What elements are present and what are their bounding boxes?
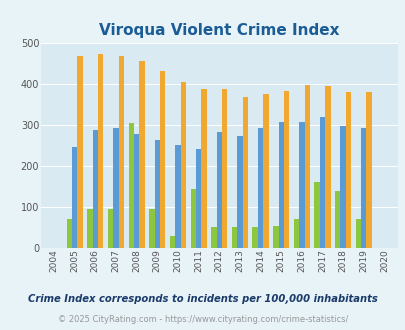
Title: Viroqua Violent Crime Index: Viroqua Violent Crime Index [99, 22, 339, 38]
Bar [298, 122, 304, 248]
Bar [340, 125, 345, 248]
Bar [345, 92, 350, 248]
Bar [139, 61, 144, 248]
Bar [118, 56, 124, 248]
Bar [319, 117, 324, 248]
Bar [273, 226, 278, 248]
Bar [180, 82, 185, 248]
Bar [313, 182, 319, 248]
Bar [149, 209, 154, 248]
Text: Crime Index corresponds to incidents per 100,000 inhabitants: Crime Index corresponds to incidents per… [28, 294, 377, 304]
Bar [190, 189, 196, 248]
Bar [211, 227, 216, 248]
Bar [196, 149, 201, 248]
Bar [98, 53, 103, 248]
Bar [283, 91, 288, 248]
Bar [262, 94, 268, 248]
Bar [222, 89, 227, 248]
Bar [201, 89, 206, 248]
Bar [160, 71, 165, 248]
Text: © 2025 CityRating.com - https://www.cityrating.com/crime-statistics/: © 2025 CityRating.com - https://www.city… [58, 315, 347, 324]
Bar [128, 123, 134, 248]
Bar [134, 134, 139, 248]
Bar [242, 97, 247, 248]
Bar [324, 86, 330, 248]
Bar [87, 209, 92, 248]
Bar [355, 219, 360, 248]
Bar [360, 128, 366, 248]
Bar [366, 92, 371, 248]
Bar [278, 122, 283, 248]
Bar [334, 191, 340, 248]
Bar [72, 147, 77, 248]
Bar [231, 227, 237, 248]
Bar [77, 55, 83, 247]
Bar [175, 145, 180, 248]
Bar [293, 219, 298, 248]
Bar [113, 128, 118, 248]
Bar [216, 132, 222, 248]
Bar [252, 227, 257, 248]
Bar [66, 219, 72, 248]
Bar [237, 136, 242, 248]
Bar [108, 209, 113, 248]
Bar [257, 128, 262, 248]
Bar [154, 140, 160, 248]
Bar [169, 237, 175, 248]
Bar [304, 84, 309, 248]
Bar [92, 130, 98, 248]
